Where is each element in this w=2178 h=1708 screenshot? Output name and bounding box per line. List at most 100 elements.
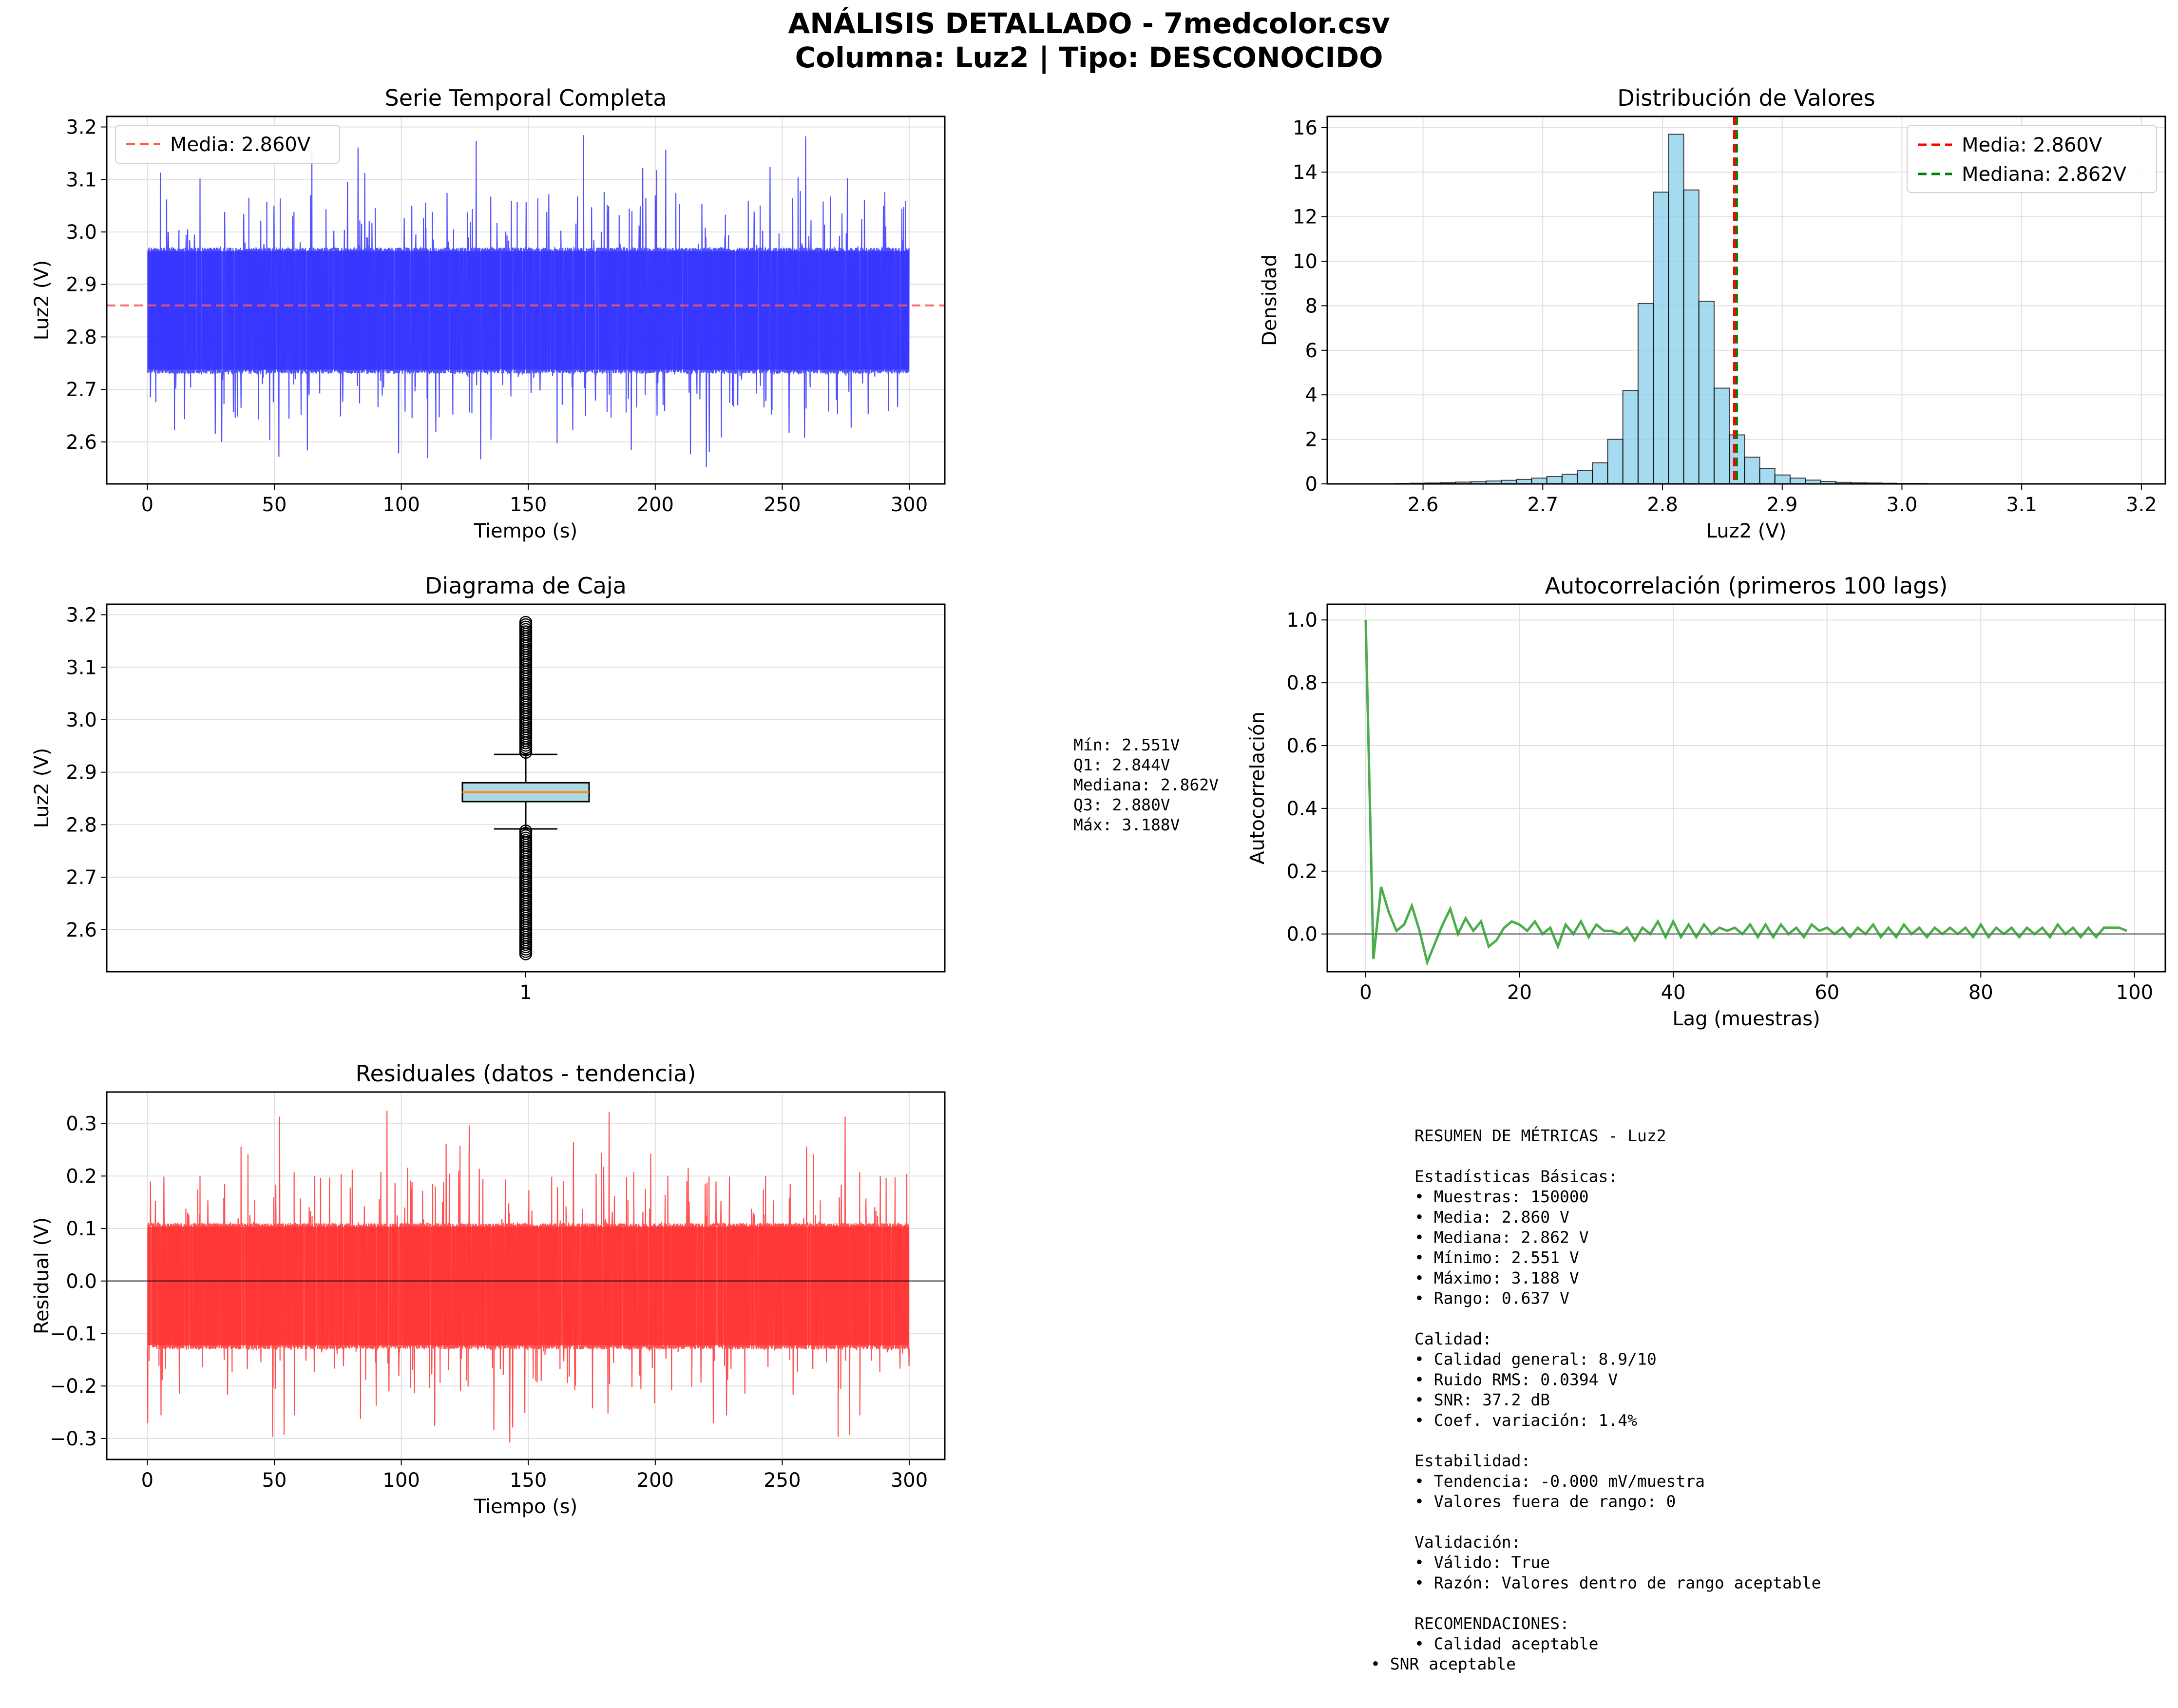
y-tick-label: 8 [1305,295,1318,317]
x-tick-label: 0 [141,494,153,516]
y-tick-label: 1.0 [1286,609,1318,632]
boxstat-line: Mediana: 2.862V [1073,775,1219,794]
boxstat-line: Mín: 2.551V [1073,735,1180,754]
summary-line: • SNR: 37.2 dB [1414,1390,1550,1409]
y-tick-label: 0.1 [66,1218,97,1240]
series-group [147,1111,910,1443]
y-tick-label: 3.1 [66,169,97,191]
x-tick-label: 200 [637,494,674,516]
chart-title: Autocorrelación (primeros 100 lags) [1545,573,1948,599]
y-tick-label: 0.3 [66,1113,97,1135]
bar [1698,301,1715,484]
y-tick-label: 16 [1293,117,1318,139]
y-tick-label: 2 [1305,429,1318,451]
series-group [147,135,910,467]
plot-frame [106,1091,946,1460]
x-tick-label: 100 [382,494,420,516]
x-tick-label: 1 [519,981,532,1004]
y-tick-label: 3.2 [66,604,97,627]
bar [1683,189,1700,484]
y-tick-label: 10 [1293,250,1318,273]
outlier-point [519,615,533,629]
metrics-summary-text: RESUMEN DE MÉTRICAS - Luz2 Estadísticas B… [1371,1126,1821,1673]
legend: Media: 2.860V Mediana: 2.862V [1907,125,2157,193]
y-tick-label: −0.1 [50,1323,97,1345]
summary-line: Estadísticas Básicas: [1414,1167,1618,1186]
legend: Media: 2.860V [115,125,340,164]
x-tick-label: 2.9 [1767,494,1798,516]
summary-line: • Ruido RMS: 0.0394 V [1414,1370,1618,1389]
summary-line: • Media: 2.860 V [1414,1208,1569,1227]
y-tick-label: 2.6 [66,431,97,454]
y-tick-label: −0.2 [50,1375,97,1398]
series-line [147,1111,910,1443]
bar [1759,468,1776,485]
x-tick-label: 200 [637,1469,674,1492]
summary-line: • Valores fuera de rango: 0 [1414,1492,1676,1511]
bar [1637,303,1654,484]
x-tick-label: 2.8 [1647,494,1678,516]
y-tick-label: 6 [1305,340,1318,362]
summary-line: • Tendencia: -0.000 mV/muestra [1414,1472,1705,1491]
y-axis-label: Luz2 (V) [31,260,53,341]
x-tick-label: 2.7 [1527,494,1558,516]
chart-title: Residuales (datos - tendencia) [356,1060,696,1087]
x-tick-label: 3.0 [1887,494,1918,516]
histogram-panel: 2.6 2.7 2.8 2.9 3.0 3.1 3.2 0 2 4 6 8 10 12 14 16 Distri… [1259,85,2166,542]
bar [1744,457,1760,484]
y-tick-label: 3.1 [66,656,97,679]
bar [1592,462,1608,485]
series-line [147,135,910,467]
autocorrelation-panel: 0 20 40 60 80 100 0.0 0.2 0.4 0.6 0.8 1.0 Autocorrel… [1246,573,2166,1030]
summary-line: RESUMEN DE MÉTRICAS - Luz2 [1414,1126,1666,1145]
x-axis-label: Tiempo (s) [474,520,578,542]
summary-line: • Coef. variación: 1.4% [1414,1411,1637,1430]
summary-line: • Mediana: 2.862 V [1414,1228,1589,1247]
plot-frame [106,603,946,973]
x-tick-label: 40 [1661,981,1686,1004]
summary-line: • Rango: 0.637 V [1414,1289,1569,1308]
y-tick-label: 0.6 [1286,735,1318,757]
chart-title: Serie Temporal Completa [385,85,667,111]
y-tick-label: 2.7 [66,379,97,401]
y-tick-label: −0.3 [50,1428,97,1450]
y-tick-label: 0.4 [1286,798,1318,820]
y-tick-label: 0.0 [1286,923,1318,946]
y-tick-label: 2.7 [66,866,97,889]
summary-line: • Calidad general: 8.9/10 [1414,1350,1657,1369]
y-tick-label: 2.8 [66,326,97,348]
bar [1789,478,1806,484]
summary-line: Validación: [1414,1533,1521,1552]
x-tick-label: 2.6 [1408,494,1439,516]
bar [1561,474,1578,484]
x-tick-label: 250 [764,494,801,516]
x-axis-label: Tiempo (s) [474,1496,578,1518]
x-tick-label: 100 [382,1469,420,1492]
x-tick-label: 100 [2116,981,2153,1004]
grid-lines [1327,604,2165,972]
boxplot-panel: 2.6 2.7 2.8 2.9 3.0 3.1 3.2 Diagrama de Caja Luz… [31,573,946,1004]
y-tick-label: 3.0 [66,709,97,731]
y-axis-label: Autocorrelación [1246,711,1269,864]
bar [1774,474,1791,484]
x-tick-label: 150 [510,1469,547,1492]
y-axis-label: Densidad [1259,254,1281,346]
y-axis-label: Luz2 (V) [31,748,53,828]
y-tick-label: 0.0 [66,1270,97,1293]
y-tick-label: 2.9 [66,274,97,296]
summary-line: • SNR aceptable [1371,1654,1516,1673]
bar [1653,192,1669,484]
legend-label: Media: 2.860V [170,134,311,156]
x-tick-label: 0 [141,1469,153,1492]
x-tick-label: 150 [510,494,547,516]
y-tick-label: 0 [1305,473,1318,496]
bar [1622,390,1639,485]
acf-line [1364,620,2128,966]
plot-frame [1326,115,2166,485]
outliers [519,615,533,960]
legend-box [1907,125,2157,193]
x-tick-label: 300 [891,494,928,516]
y-tick-label: 2.8 [66,814,97,836]
